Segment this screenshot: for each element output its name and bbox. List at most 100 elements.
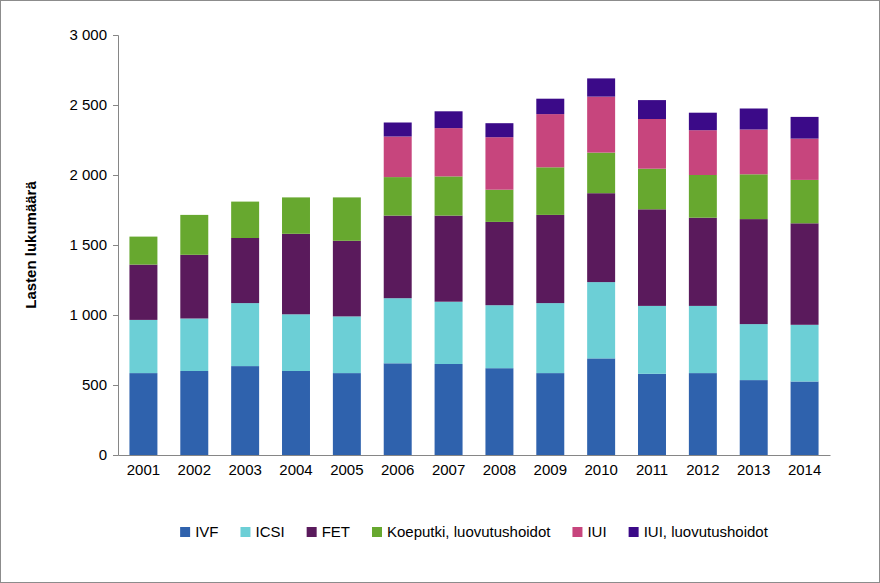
y-tick-mark — [113, 385, 118, 386]
legend-swatch — [180, 527, 190, 537]
bar — [638, 100, 666, 119]
bar — [282, 314, 310, 371]
bar — [791, 180, 819, 223]
legend-item: Koeputki, luovutushoidot — [372, 523, 551, 540]
y-tick: 1 500 — [69, 236, 118, 253]
x-tick-label: 2010 — [584, 461, 617, 478]
legend-swatch — [307, 527, 317, 537]
bar — [231, 366, 259, 455]
y-tick-label: 2 500 — [69, 96, 107, 113]
bar — [689, 218, 717, 306]
x-tick-label: 2014 — [788, 461, 821, 478]
y-axis: 0 500 1 000 1 500 2 000 2 500 3 000 — [69, 26, 118, 463]
bar — [180, 371, 208, 455]
x-tick: 2001 — [127, 455, 160, 478]
bar — [485, 123, 513, 137]
x-tick-label: 2003 — [228, 461, 261, 478]
bar — [129, 265, 157, 320]
bar — [587, 153, 615, 194]
legend-item: IUI — [572, 523, 606, 540]
y-axis-title: Lasten lukumäärä — [22, 181, 39, 309]
x-tick: 2006 — [381, 455, 414, 478]
x-tick-label: 2006 — [381, 461, 414, 478]
bar — [231, 303, 259, 366]
bar — [638, 169, 666, 210]
x-tick-label: 2011 — [636, 461, 668, 478]
y-tick-mark — [113, 175, 118, 176]
y-tick: 2 500 — [69, 96, 118, 113]
legend-label: FET — [322, 523, 350, 540]
bar — [485, 222, 513, 305]
legend-swatch — [572, 527, 582, 537]
bar — [536, 215, 564, 303]
bar — [282, 371, 310, 455]
bar — [740, 324, 768, 380]
bar — [536, 99, 564, 114]
x-tick-label: 2013 — [737, 461, 770, 478]
x-tick: 2008 — [483, 455, 516, 478]
bar — [689, 306, 717, 373]
bar — [536, 167, 564, 215]
bar — [587, 193, 615, 282]
bar — [689, 175, 717, 218]
y-tick-label: 3 000 — [69, 26, 107, 43]
legend-label: IUI, luovutushoidot — [644, 523, 769, 540]
y-tick-mark — [113, 105, 118, 106]
bar — [384, 177, 412, 216]
bar — [333, 197, 361, 240]
x-tick-label: 2002 — [178, 461, 211, 478]
x-tick: 2009 — [534, 455, 567, 478]
x-tick-label: 2008 — [483, 461, 516, 478]
bar — [180, 255, 208, 319]
bars — [129, 78, 818, 455]
bar — [282, 234, 310, 314]
x-axis: 2001200220032004200520062007200820092010… — [119, 455, 831, 478]
bar — [435, 111, 463, 128]
x-tick: 2012 — [686, 455, 719, 478]
y-tick: 500 — [82, 376, 118, 393]
bar — [536, 373, 564, 455]
x-tick-label: 2005 — [330, 461, 363, 478]
bar — [740, 174, 768, 219]
bar — [384, 123, 412, 137]
chart: 0 500 1 000 1 500 2 000 2 500 3 000 2001 2002 200… — [0, 0, 880, 583]
legend-item: IVF — [180, 523, 218, 540]
y-tick: 2 000 — [69, 166, 118, 183]
y-tick-label: 1 000 — [69, 306, 107, 323]
bar — [231, 202, 259, 238]
bar — [129, 373, 157, 455]
y-tick-mark — [113, 315, 118, 316]
bar — [333, 241, 361, 317]
x-tick: 2007 — [432, 455, 465, 478]
bar — [740, 219, 768, 324]
legend-item: FET — [307, 523, 350, 540]
bar — [791, 117, 819, 139]
y-tick-mark — [113, 35, 118, 36]
bar — [638, 374, 666, 455]
y-tick: 0 — [99, 446, 118, 463]
bar — [791, 325, 819, 382]
bar — [485, 137, 513, 190]
legend-item: ICSI — [240, 523, 284, 540]
x-tick-label: 2009 — [534, 461, 567, 478]
bar — [282, 197, 310, 233]
legend-label: Koeputki, luovutushoidot — [387, 523, 551, 540]
bar — [384, 363, 412, 455]
bar — [536, 303, 564, 373]
bar — [689, 130, 717, 175]
bar — [333, 373, 361, 455]
x-tick: 2005 — [330, 455, 363, 478]
bar — [638, 209, 666, 306]
bar — [791, 382, 819, 456]
legend-swatch — [240, 527, 250, 537]
bar — [485, 305, 513, 368]
bar — [587, 358, 615, 455]
x-tick: 2011 — [636, 455, 668, 478]
legend-label: IUI — [587, 523, 606, 540]
bar — [740, 109, 768, 130]
bar — [485, 190, 513, 222]
y-tick: 3 000 — [69, 26, 118, 43]
frame — [1, 1, 880, 583]
bar — [435, 364, 463, 455]
legend-label: ICSI — [255, 523, 284, 540]
